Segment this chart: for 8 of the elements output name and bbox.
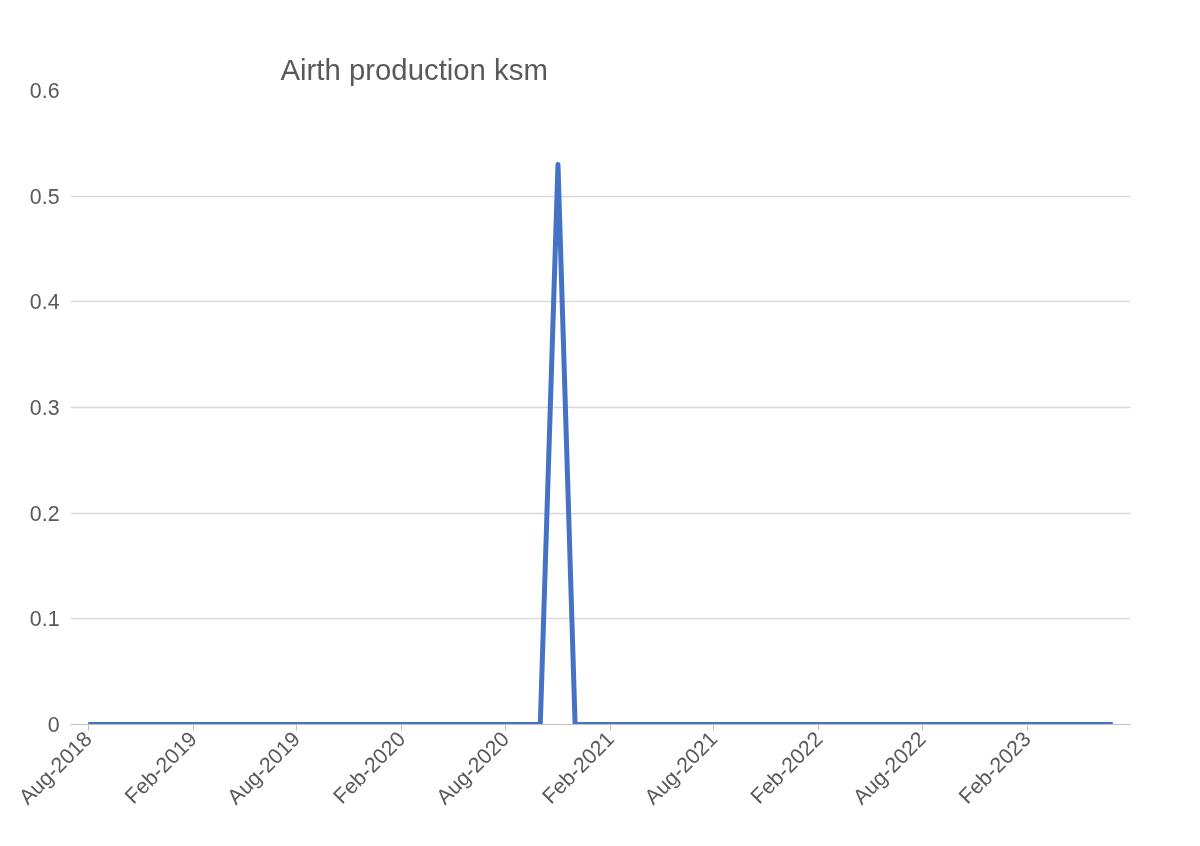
y-tick-label: 0.6 [29,79,60,103]
y-tick-label: 0.3 [29,396,60,420]
chart-title: Airth production ksm [280,52,548,86]
y-tick-label: 0.4 [29,290,60,315]
y-tick-label: 0 [47,713,60,737]
y-tick-label: 0.5 [29,184,60,209]
y-tick-label: 0.1 [29,607,60,632]
y-tick-label: 0.2 [29,501,60,526]
